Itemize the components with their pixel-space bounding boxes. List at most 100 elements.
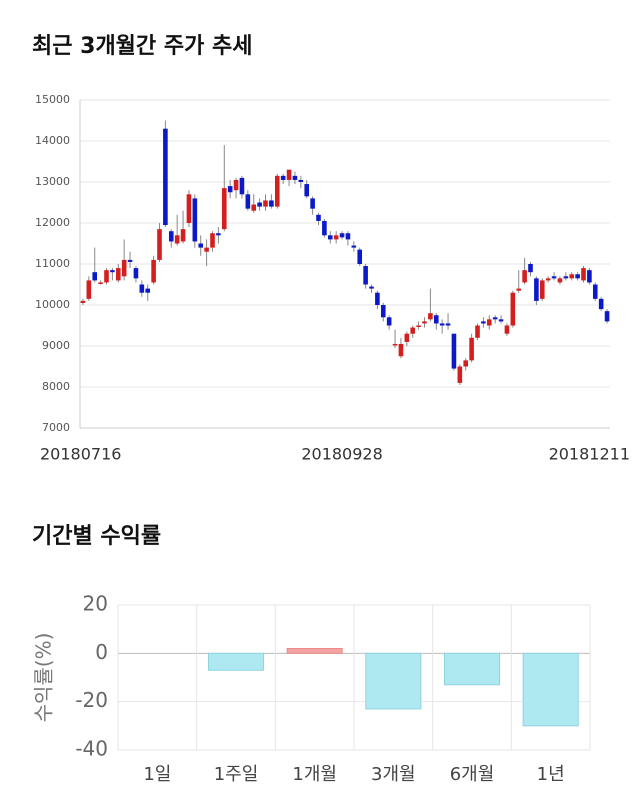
y-tick-label: -40 [75, 737, 108, 761]
candle-body [375, 292, 380, 305]
candle-body [439, 323, 445, 326]
candle-body [168, 231, 174, 242]
candle-body [587, 270, 592, 283]
candle-body [569, 274, 575, 279]
candle-body [604, 311, 610, 322]
bar [286, 648, 343, 654]
y-tick-label: 13000 [35, 175, 70, 188]
y-tick-label: 9000 [42, 339, 70, 352]
candle-body [251, 204, 257, 211]
candle-body [274, 175, 280, 207]
candle-body [369, 286, 374, 289]
candle-body [227, 186, 233, 193]
y-tick-label: 12000 [35, 216, 70, 229]
candle-body [204, 247, 209, 252]
candle-body [433, 315, 439, 324]
y-tick-label: 15000 [35, 93, 70, 106]
x-tick-label: 20180716 [40, 445, 121, 464]
candle-body [445, 323, 451, 326]
candle-body [357, 249, 363, 264]
candle-body [110, 270, 115, 273]
candle-body [216, 233, 221, 236]
y-tick-label: 14000 [35, 134, 70, 147]
candle-body [422, 321, 427, 324]
candle-body [463, 360, 469, 367]
candle-body [145, 288, 151, 293]
candle-body [121, 259, 127, 277]
candle-body [280, 175, 286, 180]
candle-body [486, 319, 492, 326]
candle-body [451, 333, 457, 369]
x-tick-label: 1일 [143, 764, 171, 785]
candle-body [598, 298, 604, 310]
candle-body [245, 194, 251, 209]
candle-body [510, 292, 516, 326]
candle-body [151, 259, 156, 283]
x-tick-label: 1개월 [292, 764, 337, 785]
candle-body [263, 200, 268, 207]
x-tick-label: 20181211 [549, 445, 630, 464]
candle-body [380, 305, 386, 318]
candle-body [475, 325, 480, 338]
bar [365, 652, 422, 710]
bar [522, 652, 579, 727]
candle-body [310, 198, 315, 209]
candle-body [563, 276, 569, 279]
candle-body [221, 188, 227, 230]
candle-body [322, 220, 327, 236]
candle-body [516, 288, 522, 291]
chart-title: 기간별 수익률 [32, 524, 161, 549]
candle-body [592, 284, 598, 299]
candle-body [581, 268, 586, 281]
y-tick-label: 8000 [42, 380, 70, 393]
y-tick-label: 20 [83, 592, 108, 616]
candle-body [104, 270, 109, 283]
chart-title: 최근 3개월간 주가 추세 [32, 34, 252, 59]
candle-body [127, 259, 133, 262]
candle-body [339, 233, 345, 238]
candle-body [498, 319, 504, 322]
candle-body [363, 266, 368, 285]
candle-body [539, 280, 545, 299]
candle-body [469, 337, 474, 361]
y-tick-label: 0 [95, 640, 108, 664]
candle-body [257, 202, 262, 207]
candle-body [298, 179, 304, 182]
y-tick-label: 7000 [42, 421, 70, 434]
candle-body [428, 313, 433, 320]
candle-body [327, 235, 333, 240]
candle-body [404, 333, 410, 342]
candle-body [416, 325, 421, 327]
candle-body [86, 280, 92, 299]
x-tick-label: 1주일 [214, 764, 259, 785]
y-tick-label: -20 [75, 688, 108, 712]
candle-body [210, 233, 215, 248]
candle-body [522, 270, 527, 283]
candle-body [180, 229, 186, 242]
bar [443, 652, 501, 686]
candle-body [174, 235, 180, 244]
candle-body [192, 198, 198, 242]
candle-body [286, 169, 292, 180]
candle-body [133, 268, 139, 279]
y-tick-label: 10000 [35, 298, 70, 311]
candle-body [551, 276, 557, 279]
x-tick-label: 20180928 [301, 445, 382, 464]
y-tick-label: 11000 [35, 257, 70, 270]
candle-body [239, 177, 245, 195]
candle-body [557, 278, 563, 283]
x-tick-label: 3개월 [371, 764, 416, 785]
candle-body [186, 194, 192, 223]
x-tick-label: 1년 [537, 764, 565, 785]
candle-body [115, 268, 121, 281]
candle-body [504, 325, 510, 334]
candle-body [575, 274, 580, 279]
candle-body [457, 366, 463, 383]
candle-body [392, 343, 398, 346]
candle-body [233, 179, 239, 191]
candle-body [163, 128, 168, 226]
candle-body [481, 321, 486, 324]
candle-body [492, 317, 498, 320]
candle-body [92, 272, 98, 281]
